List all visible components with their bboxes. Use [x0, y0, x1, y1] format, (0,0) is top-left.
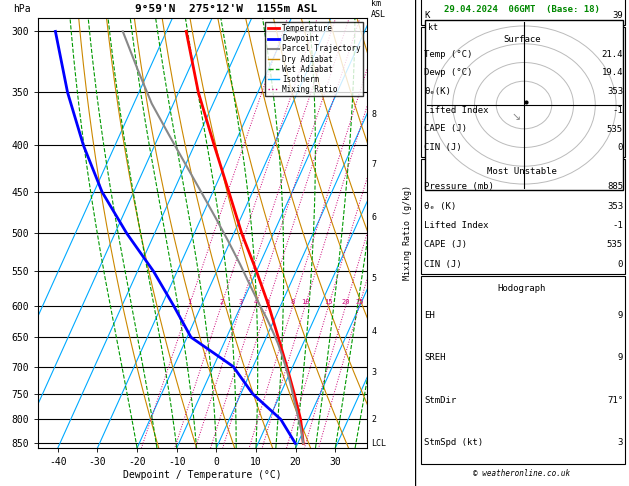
Text: CIN (J): CIN (J): [424, 143, 462, 152]
Text: Dewp (°C): Dewp (°C): [424, 69, 472, 77]
Text: hPa: hPa: [13, 4, 31, 14]
Text: -1: -1: [612, 221, 623, 230]
Text: 9: 9: [618, 353, 623, 362]
Text: 7: 7: [371, 160, 376, 169]
Bar: [421, 276, 625, 464]
Text: 1: 1: [187, 299, 191, 305]
Text: 6: 6: [371, 213, 376, 222]
Text: Lifted Index: Lifted Index: [424, 106, 489, 115]
Text: 4: 4: [253, 299, 258, 305]
Text: 353: 353: [607, 87, 623, 96]
Text: Surface: Surface: [503, 35, 541, 44]
Text: 4: 4: [371, 327, 376, 336]
Text: 885: 885: [607, 182, 623, 191]
Text: 71°: 71°: [607, 396, 623, 405]
Text: ↘: ↘: [511, 112, 521, 122]
Text: 9°59'N  275°12'W  1155m ASL: 9°59'N 275°12'W 1155m ASL: [135, 4, 318, 14]
Text: θₑ (K): θₑ (K): [424, 202, 456, 210]
Text: Most Unstable: Most Unstable: [487, 167, 557, 176]
Text: K: K: [424, 11, 430, 20]
X-axis label: Dewpoint / Temperature (°C): Dewpoint / Temperature (°C): [123, 470, 282, 480]
Legend: Temperature, Dewpoint, Parcel Trajectory, Dry Adiabat, Wet Adiabat, Isotherm, Mi: Temperature, Dewpoint, Parcel Trajectory…: [265, 22, 363, 96]
Text: 25: 25: [355, 299, 364, 305]
Text: km
ASL: km ASL: [371, 0, 386, 18]
Text: CAPE (J): CAPE (J): [424, 124, 467, 134]
Text: 353: 353: [607, 202, 623, 210]
Text: 19.4: 19.4: [601, 69, 623, 77]
Text: 535: 535: [607, 124, 623, 134]
Text: 3: 3: [239, 299, 243, 305]
Text: θₑ(K): θₑ(K): [424, 87, 451, 96]
Text: EH: EH: [424, 311, 435, 320]
Bar: [425, 20, 623, 190]
Text: SREH: SREH: [424, 353, 445, 362]
Text: © weatheronline.co.uk: © weatheronline.co.uk: [474, 469, 571, 478]
Text: StmSpd (kt): StmSpd (kt): [424, 438, 483, 447]
Text: 5: 5: [265, 299, 269, 305]
Text: 21.4: 21.4: [601, 50, 623, 59]
Text: 20: 20: [342, 299, 350, 305]
Text: -1: -1: [612, 106, 623, 115]
Text: CIN (J): CIN (J): [424, 260, 462, 269]
Text: StmDir: StmDir: [424, 396, 456, 405]
Text: 3: 3: [618, 438, 623, 447]
Text: 8: 8: [291, 299, 295, 305]
Text: kt: kt: [428, 23, 438, 32]
Text: 0: 0: [618, 260, 623, 269]
Text: 15: 15: [325, 299, 333, 305]
Text: LCL: LCL: [371, 439, 386, 448]
Text: 29.04.2024  06GMT  (Base: 18): 29.04.2024 06GMT (Base: 18): [444, 5, 600, 14]
Text: 9: 9: [618, 311, 623, 320]
Text: 2: 2: [371, 415, 376, 424]
Text: 0: 0: [618, 143, 623, 152]
Text: Mixing Ratio (g/kg): Mixing Ratio (g/kg): [403, 186, 411, 280]
Text: 5: 5: [371, 274, 376, 283]
Text: CAPE (J): CAPE (J): [424, 241, 467, 249]
Bar: [421, 0, 625, 25]
Text: Pressure (mb): Pressure (mb): [424, 182, 494, 191]
Text: Lifted Index: Lifted Index: [424, 221, 489, 230]
Text: Temp (°C): Temp (°C): [424, 50, 472, 59]
Text: 10: 10: [301, 299, 309, 305]
Bar: [421, 159, 625, 274]
Bar: [421, 27, 625, 157]
Text: 3: 3: [371, 368, 376, 377]
Text: Hodograph: Hodograph: [498, 284, 546, 293]
Text: 39: 39: [612, 11, 623, 20]
Text: 8: 8: [371, 110, 376, 119]
Text: 2: 2: [219, 299, 223, 305]
Text: 535: 535: [607, 241, 623, 249]
